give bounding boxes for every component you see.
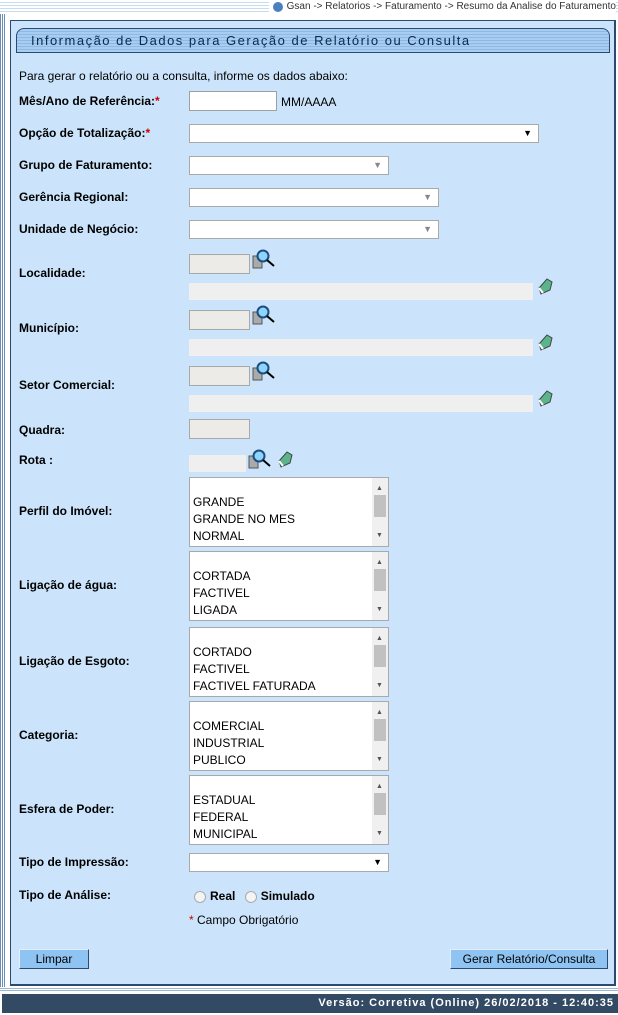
municipio-description bbox=[189, 339, 533, 356]
esfera-poder-listbox[interactable]: ESTADUAL FEDERAL MUNICIPAL ▲ ▼ bbox=[189, 775, 389, 845]
chevron-down-icon: ▼ bbox=[423, 224, 432, 234]
eraser-icon[interactable] bbox=[537, 276, 555, 296]
panel-title: Informação de Dados para Geração de Rela… bbox=[16, 28, 610, 53]
tipo-impressao-select[interactable]: ▼ bbox=[189, 853, 389, 872]
gerencia-regional-label: Gerência Regional: bbox=[19, 190, 129, 204]
esfera-poder-label: Esfera de Poder: bbox=[19, 802, 115, 816]
tipo-impressao-label: Tipo de Impressão: bbox=[19, 855, 129, 869]
unidade-negocio-label: Unidade de Negócio: bbox=[19, 222, 139, 236]
chevron-down-icon: ▼ bbox=[423, 192, 432, 202]
scrollbar[interactable]: ▲ ▼ bbox=[372, 702, 388, 770]
search-icon[interactable] bbox=[252, 248, 276, 270]
ligacao-esgoto-listbox[interactable]: CORTADO FACTIVEL FACTIVEL FATURADA ▲ ▼ bbox=[189, 627, 389, 697]
chevron-down-icon: ▼ bbox=[373, 160, 382, 170]
tipo-analise-label: Tipo de Análise: bbox=[19, 888, 112, 902]
list-option[interactable]: GRANDE NO MES bbox=[193, 512, 296, 526]
list-option[interactable]: FACTIVEL bbox=[193, 586, 250, 600]
list-option[interactable]: LIGADA bbox=[193, 603, 238, 617]
grupo-faturamento-select[interactable]: ▼ bbox=[189, 156, 389, 175]
scrollbar[interactable]: ▲ ▼ bbox=[372, 478, 388, 546]
radio-simulado[interactable]: Simulado bbox=[244, 889, 315, 903]
opcao-totalizacao-label: Opção de Totalização:* bbox=[19, 126, 151, 140]
localidade-label: Localidade: bbox=[19, 266, 86, 280]
tipo-analise-radios: Real Simulado bbox=[194, 889, 315, 903]
eraser-icon[interactable] bbox=[277, 449, 295, 469]
chevron-down-icon: ▼ bbox=[373, 857, 382, 867]
municipio-code-input[interactable] bbox=[189, 310, 250, 330]
intro-text: Para gerar o relatório ou a consulta, in… bbox=[19, 69, 348, 83]
radio-real[interactable]: Real bbox=[194, 889, 235, 903]
rota-input[interactable] bbox=[189, 455, 246, 472]
ligacao-agua-label: Ligação de água: bbox=[19, 578, 118, 592]
grupo-faturamento-label: Grupo de Faturamento: bbox=[19, 158, 153, 172]
perfil-imovel-listbox[interactable]: GRANDE GRANDE NO MES NORMAL ▲ ▼ bbox=[189, 477, 389, 547]
categoria-label: Categoria: bbox=[19, 728, 79, 742]
scrollbar[interactable]: ▲ ▼ bbox=[372, 776, 388, 844]
version-footer: Versão: Corretiva (Online) 26/02/2018 - … bbox=[2, 994, 618, 1013]
scrollbar[interactable]: ▲ ▼ bbox=[372, 628, 388, 696]
scrollbar[interactable]: ▲ ▼ bbox=[372, 552, 388, 620]
setor-comercial-description bbox=[189, 395, 533, 412]
mes-ano-label: Mês/Ano de Referência:* bbox=[19, 94, 160, 108]
unidade-negocio-select[interactable]: ▼ bbox=[189, 220, 439, 239]
breadcrumb: Gsan -> Relatorios -> Faturamento -> Res… bbox=[268, 1, 616, 12]
perfil-imovel-label: Perfil do Imóvel: bbox=[19, 504, 113, 518]
localidade-description bbox=[189, 283, 533, 300]
list-option[interactable]: ESTADUAL bbox=[193, 793, 256, 807]
ligacao-agua-listbox[interactable]: CORTADA FACTIVEL LIGADA ▲ ▼ bbox=[189, 551, 389, 621]
quadra-input[interactable] bbox=[189, 419, 250, 439]
breadcrumb-text: Gsan -> Relatorios -> Faturamento -> Res… bbox=[286, 1, 616, 12]
mes-ano-hint: MM/AAAA bbox=[281, 95, 337, 109]
clear-button[interactable]: Limpar bbox=[19, 949, 89, 969]
quadra-label: Quadra: bbox=[19, 423, 66, 437]
list-option[interactable]: GRANDE bbox=[193, 495, 245, 509]
help-icon[interactable] bbox=[272, 1, 283, 12]
setor-comercial-label: Setor Comercial: bbox=[19, 378, 116, 392]
footer-divider bbox=[0, 987, 618, 992]
setor-comercial-code-input[interactable] bbox=[189, 366, 250, 386]
ligacao-esgoto-label: Ligação de Esgoto: bbox=[19, 654, 130, 668]
required-note: * Campo Obrigatório bbox=[189, 913, 299, 927]
list-option[interactable]: PUBLICO bbox=[193, 753, 246, 767]
search-icon[interactable] bbox=[252, 360, 276, 382]
eraser-icon[interactable] bbox=[537, 388, 555, 408]
mes-ano-input[interactable] bbox=[189, 91, 277, 111]
opcao-totalizacao-select[interactable]: ▼ bbox=[189, 124, 539, 143]
generate-report-button[interactable]: Gerar Relatório/Consulta bbox=[450, 949, 608, 969]
list-option[interactable]: FEDERAL bbox=[193, 810, 249, 824]
eraser-icon[interactable] bbox=[537, 332, 555, 352]
list-option[interactable]: CORTADA bbox=[193, 569, 251, 583]
rota-label: Rota : bbox=[19, 453, 53, 467]
left-border bbox=[0, 14, 5, 989]
categoria-listbox[interactable]: COMERCIAL INDUSTRIAL PUBLICO ▲ ▼ bbox=[189, 701, 389, 771]
list-option[interactable]: FACTIVEL bbox=[193, 662, 250, 676]
search-icon[interactable] bbox=[248, 448, 272, 470]
search-icon[interactable] bbox=[252, 304, 276, 326]
localidade-code-input[interactable] bbox=[189, 254, 250, 274]
chevron-down-icon: ▼ bbox=[523, 128, 532, 138]
list-option[interactable]: NORMAL bbox=[193, 529, 245, 543]
list-option[interactable]: FACTIVEL FATURADA bbox=[193, 679, 316, 693]
gerencia-regional-select[interactable]: ▼ bbox=[189, 188, 439, 207]
list-option[interactable]: CORTADO bbox=[193, 645, 252, 659]
municipio-label: Município: bbox=[19, 321, 79, 335]
list-option[interactable]: COMERCIAL bbox=[193, 719, 265, 733]
list-option[interactable]: MUNICIPAL bbox=[193, 827, 258, 841]
list-option[interactable]: INDUSTRIAL bbox=[193, 736, 265, 750]
